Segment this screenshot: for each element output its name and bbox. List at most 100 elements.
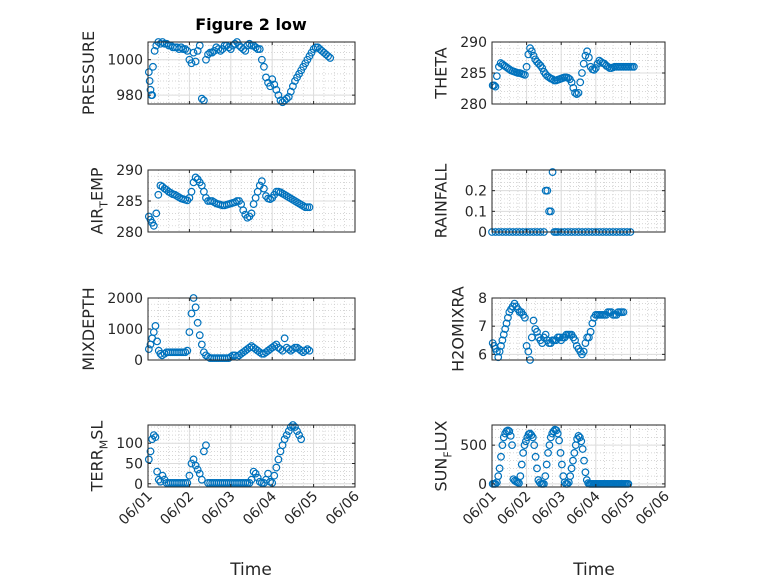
theta-point — [529, 51, 538, 60]
theta-point — [584, 53, 593, 62]
sun-flux-point — [498, 441, 507, 450]
h2omixra-panel: 6 7 8 H2OMIXRA — [449, 286, 666, 372]
sun-flux-ytick-label: 500 — [460, 438, 487, 454]
sun-flux-point — [528, 433, 537, 442]
mixdepth-point — [185, 328, 194, 337]
mixdepth-point — [181, 348, 190, 357]
terr-msl-point — [295, 431, 304, 440]
air-temp-ytick-label: 285 — [116, 194, 143, 210]
sun-flux-point — [556, 449, 565, 457]
h2omixra-point — [499, 330, 508, 339]
air-temp-panel: 280 285 290 AIRTEMP — [88, 163, 356, 241]
sun-flux-point — [505, 427, 514, 436]
terr-msl-point — [191, 461, 200, 470]
pressure-point — [144, 68, 153, 77]
sun-flux-point — [517, 460, 526, 469]
theta-point — [629, 62, 638, 71]
rainfall-panel: 0 0.1 0.2 RAINFALL — [432, 164, 666, 241]
sun-flux-point — [515, 479, 523, 488]
sun-flux-point — [580, 456, 588, 465]
h2omixra-point — [501, 325, 510, 333]
theta-point — [569, 83, 578, 92]
pressure-point — [266, 82, 275, 91]
h2omixra-point — [504, 313, 512, 322]
figure-title: Figure 2 low — [195, 15, 307, 34]
rainfall-point — [546, 207, 555, 216]
theta-point — [522, 62, 531, 71]
sun-flux-xtick-label: 06/03 — [529, 489, 569, 529]
theta-point — [574, 88, 583, 97]
terr-msl-point — [187, 459, 196, 468]
theta-point — [578, 69, 586, 77]
terr-msl-point — [251, 469, 260, 478]
pressure-ylabel: PRESSURE — [79, 31, 98, 115]
sun-flux-point — [494, 472, 503, 481]
theta-ytick-label: 280 — [460, 97, 487, 113]
terr-msl-point — [193, 465, 202, 474]
rainfall-ytick-label: 0.1 — [465, 204, 487, 220]
sun-flux-point — [545, 441, 554, 450]
mixdepth-point — [151, 322, 160, 330]
pressure-point — [224, 43, 233, 52]
mixdepth-panel: 0 1000 2000 MIXDEPTH — [79, 287, 356, 371]
sun-flux-point — [555, 436, 564, 445]
sun-flux-point — [520, 441, 529, 450]
air-temp-point — [152, 209, 161, 218]
pressure-point — [245, 39, 254, 48]
pressure-point — [255, 45, 264, 53]
pressure-point — [326, 54, 335, 62]
pressure-point — [150, 46, 159, 55]
sun-flux-point — [530, 441, 539, 450]
rainfall-point — [548, 168, 557, 176]
terr-msl-point — [185, 471, 194, 480]
h2omixra-point — [502, 319, 511, 328]
pressure-point — [208, 48, 217, 57]
terr-msl-markers — [144, 421, 306, 487]
sun-flux-point — [546, 433, 555, 442]
terr-msl-point — [297, 435, 306, 444]
sun-flux-point — [569, 456, 577, 465]
sun-flux-point — [531, 452, 540, 461]
theta-ylabel: THETA — [432, 47, 451, 99]
terr-msl-point — [149, 431, 158, 440]
sun-flux-point — [508, 441, 516, 450]
sun-flux-point — [506, 431, 515, 440]
terr-msl-ytick-label: 50 — [125, 456, 143, 472]
air-temp-ytick-label: 290 — [116, 163, 143, 179]
pressure-point — [214, 45, 223, 53]
h2omixra-ytick-label: 8 — [478, 291, 487, 307]
rainfall-ylabel: RAINFALL — [432, 164, 451, 239]
sun-flux-point — [497, 452, 505, 461]
sun-flux-xtick-label: 06/06 — [633, 488, 673, 528]
h2omixra-ytick-label: 7 — [478, 319, 487, 335]
sun-flux-point — [499, 433, 508, 442]
pressure-point — [260, 62, 268, 71]
terr-msl-point — [146, 447, 155, 456]
mixdepth-point — [197, 340, 206, 349]
pressure-point — [145, 77, 154, 85]
sun-flux-point — [541, 472, 550, 481]
mixdepth-point — [183, 346, 192, 355]
sun-flux-point — [533, 464, 541, 473]
terr-msl-axes-box — [147, 424, 356, 488]
air-temp-point — [305, 203, 314, 212]
terr-msl-point — [153, 467, 162, 476]
pressure-ytick-label: 980 — [116, 88, 143, 104]
h2omixra-point — [524, 347, 533, 356]
terr-msl-point — [291, 423, 299, 431]
pressure-point — [251, 43, 260, 52]
terr-msl-point — [202, 441, 210, 450]
pressure-point — [149, 62, 157, 71]
x-axis-label-right: Time — [572, 560, 615, 580]
sun-flux-ytick-label: 0 — [478, 477, 487, 493]
terr-msl-point — [284, 427, 293, 435]
theta-point — [572, 90, 581, 98]
terr-msl-point — [253, 473, 262, 482]
pressure-point — [146, 85, 155, 94]
theta-point — [576, 78, 585, 87]
sun-flux-point — [495, 464, 504, 473]
h2omixra-point — [529, 316, 538, 325]
pressure-point — [324, 52, 332, 61]
h2omixra-ytick-label: 6 — [478, 347, 487, 363]
